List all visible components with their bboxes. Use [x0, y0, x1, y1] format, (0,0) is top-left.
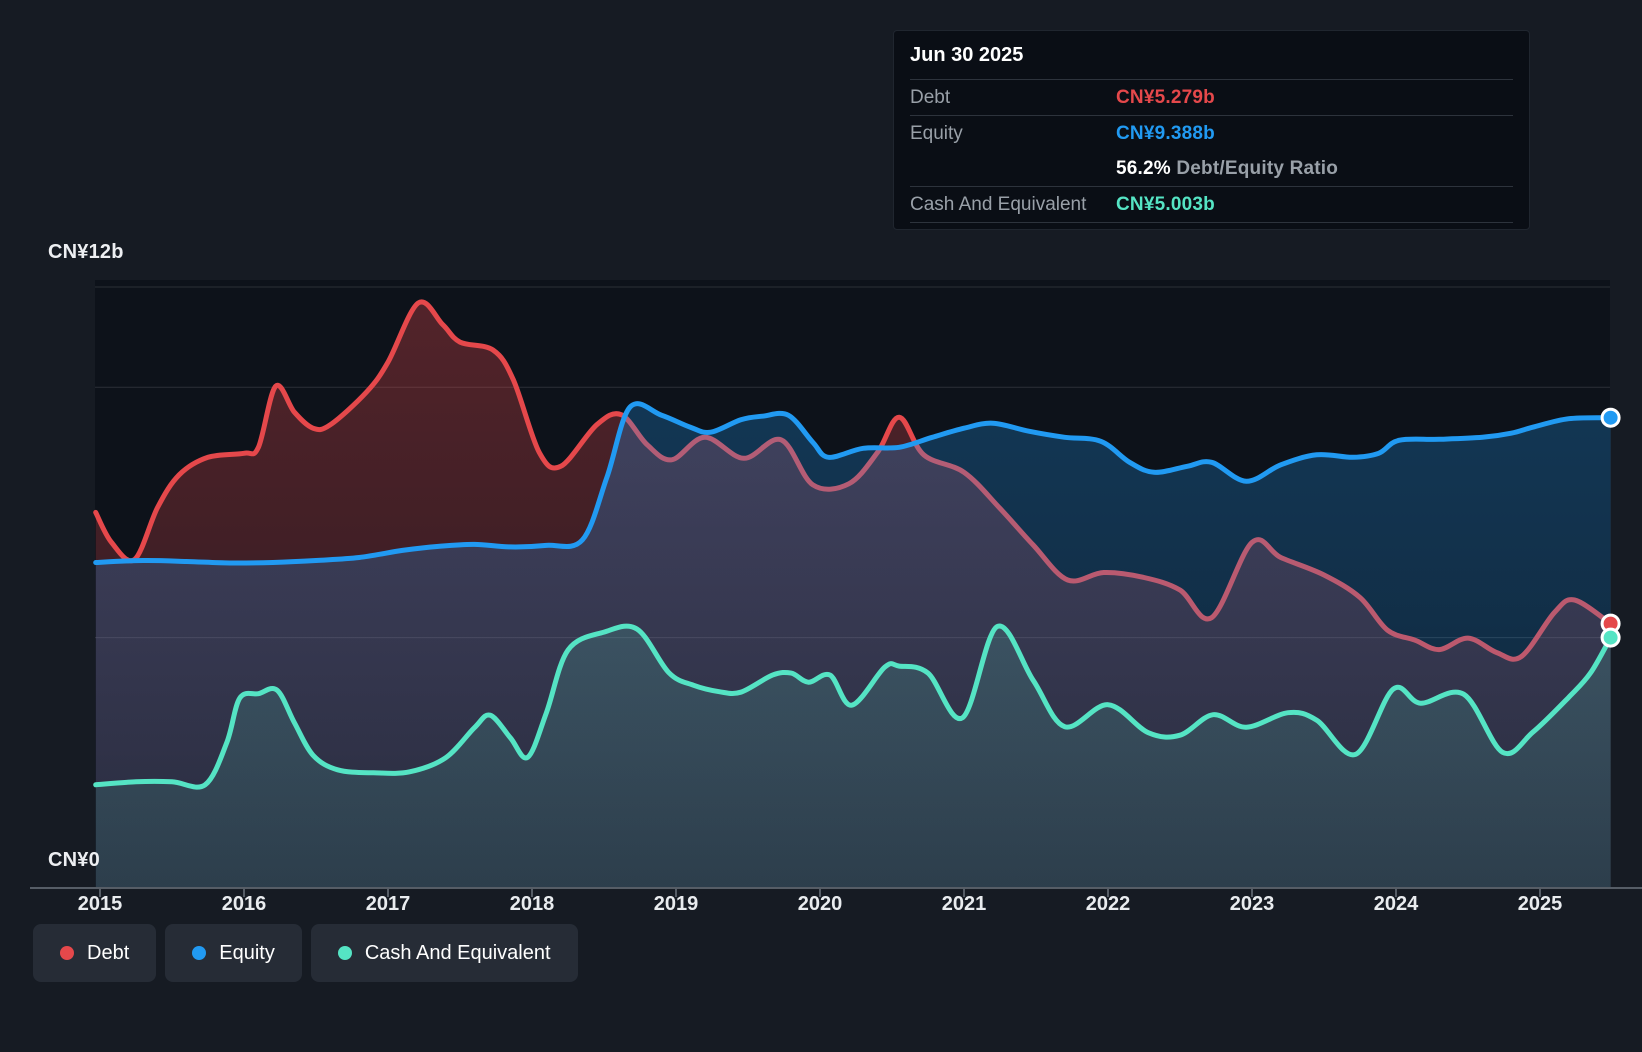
tooltip-debt-label: Debt [910, 86, 951, 108]
x-axis-label-2017: 2017 [365, 893, 411, 915]
legend-item-debt[interactable]: Debt [33, 924, 157, 982]
tooltip-ratio-value: 56.2% Debt/Equity Ratio [1116, 158, 1338, 180]
tooltip-cash-value: CN¥5.003b [1116, 193, 1215, 215]
legend-label: Debt [87, 941, 130, 964]
y-axis-label-zero: CN¥0 [48, 849, 100, 871]
tooltip-debt-value: CN¥5.279b [1116, 86, 1215, 108]
x-axis-label-2019: 2019 [653, 893, 699, 915]
cash-end-marker [1600, 627, 1621, 648]
tooltip-equity-label: Equity [910, 122, 963, 144]
x-axis-label-2024: 2024 [1373, 893, 1419, 915]
debt-legend-dot [60, 946, 74, 960]
tooltip-row-cash: Cash And Equivalent CN¥5.003b [910, 187, 1513, 223]
tooltip-row-equity: Equity CN¥9.388b [910, 116, 1513, 151]
cash-legend-dot [337, 946, 352, 960]
tooltip-cash-label: Cash And Equivalent [910, 193, 1087, 215]
debt-equity-ratio-label: Debt/Equity Ratio [1176, 157, 1339, 179]
legend-label: Equity [219, 941, 275, 964]
legend: Debt Equity Cash And Equivalent [33, 924, 578, 982]
tooltip-row-ratio: 56.2% Debt/Equity Ratio [910, 151, 1513, 187]
tooltip-row-debt: Debt CN¥5.279b [910, 80, 1513, 116]
legend-item-equity[interactable]: Equity [165, 924, 302, 982]
cash-line [93, 623, 1614, 790]
equity-line [93, 401, 1614, 566]
legend-label: Cash And Equivalent [364, 941, 551, 964]
x-axis-label-2022: 2022 [1085, 893, 1131, 915]
equity-end-marker [1600, 407, 1621, 428]
y-axis-label-top: CN¥12b [48, 241, 124, 263]
legend-item-cash[interactable]: Cash And Equivalent [310, 924, 578, 982]
x-axis-label-2020: 2020 [797, 893, 843, 915]
x-axis-label-2018: 2018 [509, 893, 555, 915]
cash-area [95, 625, 1611, 888]
x-axis-label-2021: 2021 [941, 893, 987, 915]
debt-equity-ratio-number: 56.2% [1116, 157, 1171, 179]
tooltip: Jun 30 2025 Debt CN¥5.279b Equity CN¥9.3… [893, 30, 1530, 230]
x-axis-label-2023: 2023 [1229, 893, 1275, 915]
x-axis-label-2016: 2016 [221, 893, 267, 915]
tooltip-date: Jun 30 2025 [910, 31, 1513, 80]
tooltip-equity-value: CN¥9.388b [1116, 122, 1215, 144]
equity-legend-dot [192, 946, 207, 960]
x-axis-label-2015: 2015 [77, 893, 123, 915]
x-axis-label-2025: 2025 [1517, 893, 1563, 915]
